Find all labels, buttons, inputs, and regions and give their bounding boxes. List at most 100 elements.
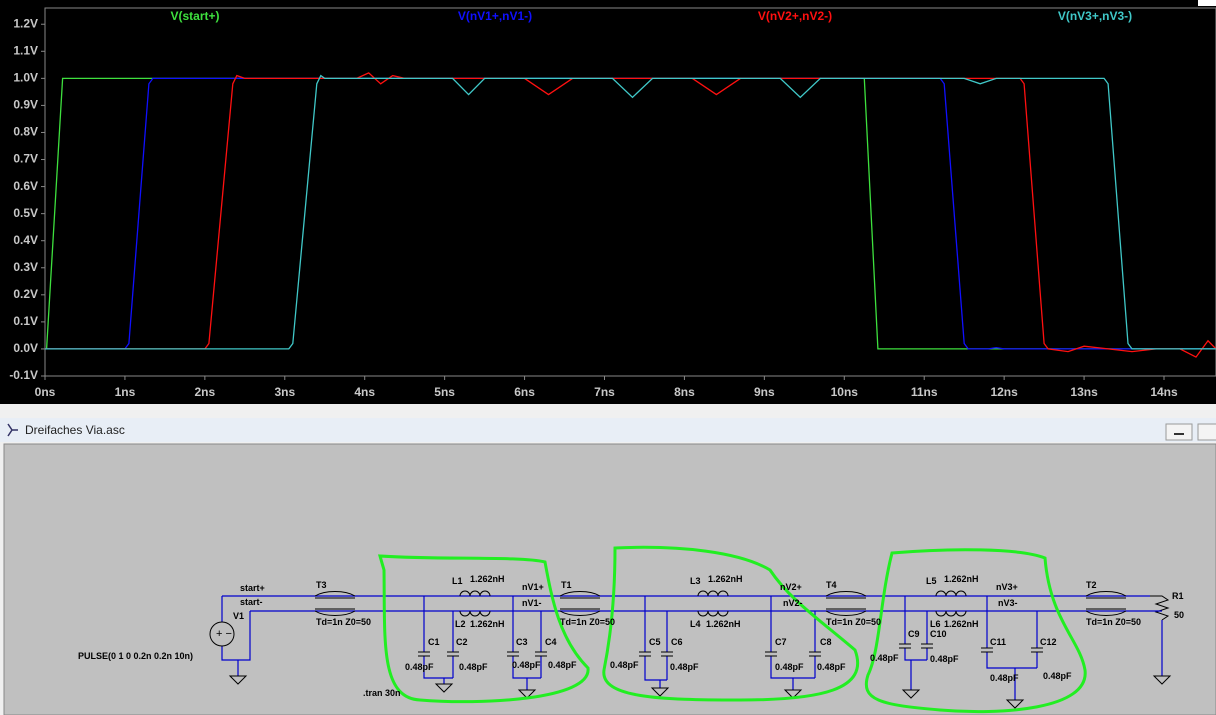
x-tick-label: 10ns	[831, 385, 859, 399]
schematic-label: nV1-	[522, 598, 542, 608]
y-tick-label: 0.4V	[13, 233, 38, 247]
x-tick-label: 3ns	[274, 385, 295, 399]
schematic-label: 50	[1174, 610, 1184, 620]
schematic-label: 0.48pF	[459, 662, 488, 672]
title-bar	[0, 418, 1216, 442]
schematic-label: C12	[1040, 637, 1057, 647]
resistor	[1150, 595, 1170, 621]
y-tick-label: 0.9V	[13, 98, 38, 112]
schematic-label: L4	[690, 619, 701, 629]
schematic-label: 0.48pF	[610, 660, 639, 670]
wire	[1150, 610, 1163, 676]
schematic-label: C2	[456, 637, 468, 647]
inductor	[459, 590, 491, 617]
schematic-label: 1.262nH	[706, 619, 741, 629]
highlight	[377, 554, 590, 704]
schematic-label: .tran 30n	[363, 688, 401, 698]
y-tick-label: 1.1V	[13, 43, 38, 57]
schematic-label: T1	[561, 580, 572, 590]
schematic-label: Td=1n Z0=50	[1086, 617, 1141, 627]
wire	[904, 596, 1038, 700]
series-line	[45, 74, 1216, 350]
schematic-label: nV1+	[522, 582, 544, 592]
corner	[1198, 0, 1216, 6]
x-tick-label: 7ns	[594, 385, 615, 399]
legend-entry: V(nV1+,nV1-)	[458, 9, 532, 23]
x-tick-label: 6ns	[514, 385, 535, 399]
plot-background	[0, 0, 1216, 404]
schematic-label: C10	[930, 629, 947, 639]
schematic-label: 0.48pF	[512, 660, 541, 670]
wire	[644, 596, 816, 690]
schematic-label: T2	[1086, 580, 1097, 590]
schematic-label: 0.48pF	[870, 653, 899, 663]
schematic-label: T4	[826, 580, 837, 590]
x-tick-label: 0ns	[35, 385, 56, 399]
x-tick-label: 8ns	[674, 385, 695, 399]
schematic-label: Td=1n Z0=50	[316, 617, 371, 627]
schematic-label: PULSE(0 1 0 0.2n 0.2n 10n)	[78, 651, 193, 661]
schematic-label: C3	[516, 637, 528, 647]
y-tick-label: 0.1V	[13, 314, 38, 328]
schematic-label: C4	[545, 637, 557, 647]
inductor	[697, 590, 729, 617]
transmission-line	[825, 591, 867, 616]
schematic-label: L2	[455, 619, 466, 629]
capacitor	[899, 643, 1043, 709]
y-tick-label: 0.6V	[13, 179, 38, 193]
waveform-viewer: -0.1V 0.0V 0.1V 0.2V 0.3V 0.4V 0.5V 0.6V 0.7V 0.8…	[0, 0, 1216, 404]
schematic-label: 0.48pF	[775, 662, 804, 672]
wire	[221, 595, 1150, 661]
app-icon	[7, 423, 18, 437]
schematic-label: nV3+	[996, 582, 1018, 592]
y-tick-label: 0.8V	[13, 125, 38, 139]
schematic-label: 1.262nH	[944, 619, 979, 629]
schematic-window: Dreifaches Via.asc + − start+start	[0, 404, 1216, 715]
schematic-label: 0.48pF	[817, 662, 846, 672]
schematic-label: L3	[690, 576, 701, 586]
window-title: Dreifaches Via.asc	[25, 423, 125, 437]
schematic-label: C11	[990, 637, 1006, 647]
schematic-label: C6	[671, 637, 683, 647]
transmission-line	[559, 591, 601, 616]
x-tick-label: 14ns	[1150, 385, 1178, 399]
schematic-label: 1.262nH	[944, 574, 979, 584]
schematic-label: L5	[926, 576, 937, 586]
schematic-label: 1.262nH	[470, 619, 505, 629]
plus-minus: + −	[216, 628, 232, 640]
maximize-button[interactable]	[1197, 423, 1216, 441]
y-tick-label: 0.7V	[13, 152, 38, 166]
schematic-canvas	[3, 443, 1216, 715]
x-tick-label: 12ns	[990, 385, 1018, 399]
y-tick-label: 0.3V	[13, 260, 38, 274]
x-tick-label: 9ns	[754, 385, 775, 399]
y-tick-label: 1.0V	[13, 71, 38, 85]
legend-entry: V(start+)	[170, 9, 219, 23]
ground	[1152, 675, 1172, 685]
schematic-label: V1	[233, 611, 244, 621]
schematic-label: 1.262nH	[470, 574, 505, 584]
schematic-label: C7	[775, 637, 787, 647]
schematic-label: R1	[1172, 591, 1184, 601]
highlight	[864, 548, 1087, 714]
y-tick-label: 0.2V	[13, 287, 38, 301]
legend-entry: V(nV3+,nV3-)	[1058, 9, 1132, 23]
schematic-label: C8	[820, 637, 832, 647]
schematic-label: start-	[240, 597, 263, 607]
x-tick-label: 2ns	[195, 385, 216, 399]
schematic-label: nV2-	[783, 598, 803, 608]
capacitor	[418, 651, 547, 699]
highlight	[602, 545, 860, 702]
minimize-button[interactable]	[1165, 423, 1193, 441]
schematic-label: start+	[240, 583, 265, 593]
capacitor	[639, 651, 821, 699]
x-tick-label: 1ns	[115, 385, 136, 399]
schematic-label: C5	[649, 637, 661, 647]
y-tick-label: -0.1V	[9, 368, 38, 382]
schematic-label: Td=1n Z0=50	[826, 617, 881, 627]
schematic-label: 1.262nH	[708, 574, 743, 584]
y-tick-label: 0.5V	[13, 206, 38, 220]
schematic-label: 0.48pF	[670, 662, 699, 672]
x-tick-label: 13ns	[1070, 385, 1098, 399]
